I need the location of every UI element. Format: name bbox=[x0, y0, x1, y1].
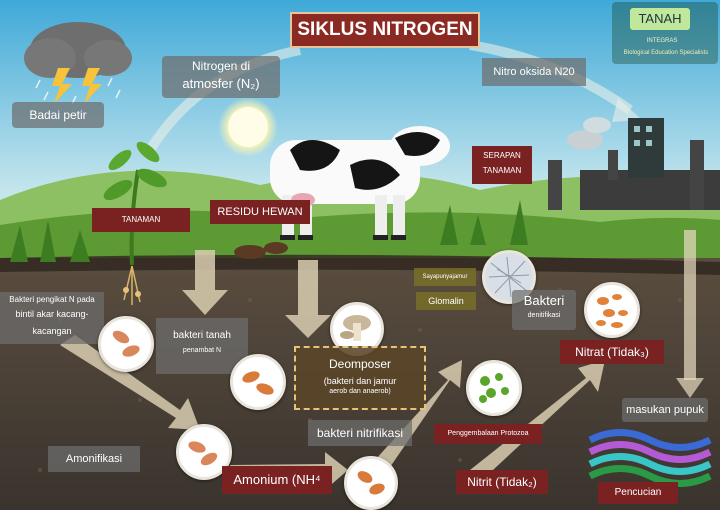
hyphae-icon bbox=[488, 256, 530, 298]
logo-subtext: INTEGRAS bbox=[646, 38, 678, 44]
bakteri-tanah-line2: penambat N bbox=[182, 346, 222, 354]
bakteri-pengikat-line3: kacangan bbox=[32, 325, 72, 336]
bacteria-icon bbox=[242, 371, 274, 395]
serapan-line1: SERAPAN bbox=[483, 151, 521, 160]
nodule-bacteria-circle bbox=[98, 316, 154, 372]
dung-illustration bbox=[234, 242, 288, 259]
nitro-oksida-label: Nitro oksida N20 bbox=[482, 58, 586, 86]
serapan-line2: TANAMAN bbox=[482, 166, 522, 176]
factory-illustration bbox=[548, 117, 720, 210]
amonifikasi-label: Amonifikasi bbox=[48, 446, 140, 472]
bakteri-pengikat-line1: Bakteri pengikat N pada bbox=[9, 295, 95, 304]
nitrogen-atmosfer-line2: atmosfer (N₂) bbox=[182, 75, 260, 91]
badai-petir-label: Badai petir bbox=[12, 102, 104, 128]
pencucian-label: Pencucian bbox=[598, 482, 678, 504]
decomposer-line2: (bakteri dan jamur bbox=[323, 375, 397, 386]
masukan-pupuk-label: masukan pupuk bbox=[622, 398, 708, 422]
protozoa-circle bbox=[466, 360, 522, 416]
grass-clumps bbox=[10, 200, 528, 262]
nitrit-label: Nitrit (Tidak₂) bbox=[456, 470, 548, 494]
cow-illustration bbox=[270, 126, 450, 240]
denitrifying-bacteria-circle bbox=[584, 282, 640, 338]
serapan-tanaman-label: SERAPAN TANAMAN bbox=[472, 146, 532, 184]
leaching-water bbox=[588, 429, 712, 487]
nitrifying-bacteria-circle bbox=[344, 456, 398, 510]
soil-bacteria-circle bbox=[230, 354, 286, 410]
logo: TANAH INTEGRAS Biological Education Spec… bbox=[612, 2, 718, 64]
decomposer-line1: Deomposer bbox=[328, 357, 392, 371]
bakteri-nitrifikasi-label: bakteri nitrifikasi bbox=[308, 420, 412, 446]
sayapunyajamur-label: Sayapunyajamur bbox=[414, 268, 476, 286]
logo-text: TANAH bbox=[630, 8, 690, 30]
amonium-label: Amonium (NH⁴ bbox=[222, 466, 332, 494]
logo-tagline: Biological Education Specialists bbox=[623, 50, 709, 56]
bakteri-denitrifikasi-line2: denitifikasi bbox=[527, 311, 561, 319]
bakteri-pengikat-line2: bintil akar kacang- bbox=[15, 309, 89, 320]
bakteri-denitrifikasi-line1: Bakteri bbox=[523, 293, 565, 308]
glomalin-label: Glomalin bbox=[416, 292, 476, 310]
penggembalaan-label: Penggembalaan Protozoa bbox=[434, 424, 542, 444]
page-title: SIKLUS NITROGEN bbox=[290, 12, 480, 48]
residu-hewan-label: RESIDU HEWAN bbox=[210, 200, 310, 224]
mushroom-icon bbox=[340, 315, 371, 341]
bacteria-icon bbox=[112, 330, 140, 357]
bakteri-denitrifikasi-label: Bakteri denitifikasi bbox=[512, 290, 576, 330]
tanaman-label: TANAMAN bbox=[92, 208, 190, 232]
storm-cloud bbox=[24, 22, 132, 105]
nitrogen-atmosfer-label: Nitrogen di atmosfer (N₂) bbox=[162, 56, 280, 98]
bacteria-icon bbox=[357, 471, 385, 495]
bacteria-icon bbox=[188, 441, 218, 466]
decomposer-label: Deomposer (bakteri dan jamur aerob dan a… bbox=[294, 346, 426, 410]
protozoa-icon bbox=[479, 373, 509, 403]
nitrogen-atmosfer-line1: Nitrogen di bbox=[191, 59, 251, 73]
bakteri-pengikat-label: Bakteri pengikat N pada bintil akar kaca… bbox=[0, 292, 104, 344]
bakteri-tanah-label: bakteri tanah penambat N bbox=[156, 318, 248, 374]
bacteria-icon bbox=[596, 294, 628, 328]
nitrat-label: Nitrat (Tidak₃) bbox=[560, 340, 664, 364]
bakteri-tanah-line1: bakteri tanah bbox=[173, 330, 231, 341]
decomposer-line3: aerob dan anaerob) bbox=[329, 388, 391, 396]
